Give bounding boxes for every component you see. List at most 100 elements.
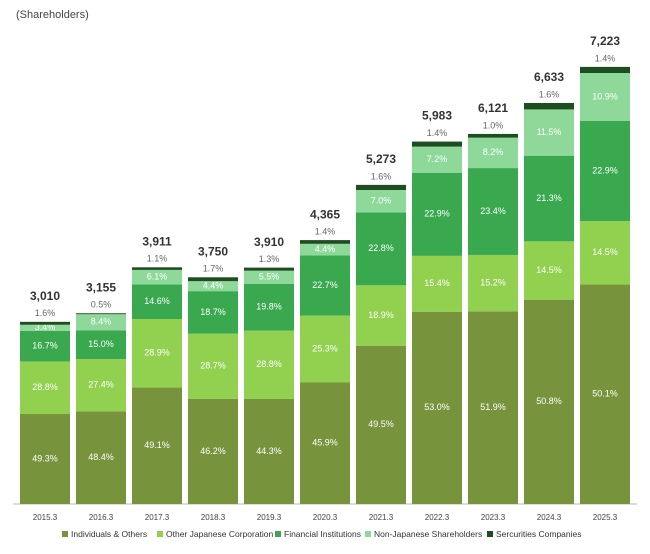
bar-segment (412, 172, 462, 256)
bar-segment (300, 255, 350, 316)
legend-swatch (487, 531, 493, 537)
value-label: 1.1% (147, 254, 168, 264)
bar-segment (580, 120, 630, 222)
bar-segment (356, 184, 406, 191)
value-label: 22.9% (424, 209, 450, 219)
bar-segment (76, 314, 126, 331)
value-label: 5.5% (259, 272, 280, 282)
value-label: 28.9% (144, 348, 170, 358)
legend-label: Non-Japanese Shareholders (374, 529, 482, 539)
value-label: 27.4% (88, 380, 114, 390)
bar-segment (20, 321, 70, 325)
value-label: 7.2% (427, 154, 448, 164)
bar-segment (20, 324, 70, 331)
x-tick-label: 2025.3 (593, 513, 618, 522)
value-label: 49.3% (32, 453, 58, 463)
legend-label: Sercurities Companies (496, 529, 582, 539)
bar-segment (524, 109, 574, 156)
value-label: 1.4% (595, 53, 616, 63)
total-label: 3,155 (86, 280, 116, 294)
bar-segment (20, 361, 70, 415)
value-label: 14.5% (536, 265, 562, 275)
legend-label: Financial Institutions (284, 529, 361, 539)
value-label: 25.3% (312, 343, 338, 353)
bar-segment (132, 284, 182, 320)
value-label: 1.6% (539, 89, 560, 99)
value-label: 11.5% (537, 127, 562, 137)
total-label: 5,983 (422, 109, 452, 123)
value-label: 15.4% (424, 278, 450, 288)
bar-segment (468, 254, 518, 312)
total-label: 3,911 (142, 234, 172, 248)
value-label: 1.3% (259, 254, 280, 264)
value-label: 28.8% (32, 382, 58, 392)
value-label: 49.1% (144, 440, 170, 450)
x-tick-label: 2019.3 (257, 513, 282, 522)
bar-segment (580, 66, 630, 74)
value-label: 50.1% (592, 389, 618, 399)
bar-segment (244, 283, 294, 331)
x-tick-label: 2020.3 (313, 513, 338, 522)
bar-segment (244, 270, 294, 284)
bar-segment (188, 291, 238, 334)
value-label: 8.4% (91, 317, 112, 327)
value-label: 18.9% (368, 310, 394, 320)
legend-label: Other Japanese Corporation (166, 529, 274, 539)
bar-segment (76, 411, 126, 504)
value-label: 22.9% (592, 165, 618, 175)
value-label: 14.5% (592, 247, 618, 257)
bar-segment (468, 311, 518, 504)
legend-swatch (275, 531, 281, 537)
value-label: 10.9% (592, 91, 618, 101)
value-label: 45.9% (312, 438, 338, 448)
bar-segment (20, 330, 70, 362)
bar-segment (20, 414, 70, 504)
value-label: 0.5% (91, 300, 112, 310)
total-label: 7,223 (590, 34, 620, 48)
total-label: 6,633 (534, 70, 564, 84)
bar-segment (580, 221, 630, 285)
total-label: 3,910 (254, 235, 284, 249)
value-label: 22.8% (368, 243, 394, 253)
value-label: 22.7% (312, 280, 338, 290)
value-label: 6.1% (147, 272, 168, 282)
legend-swatch (62, 531, 68, 537)
bar-segment (300, 315, 350, 383)
x-tick-label: 2016.3 (89, 513, 114, 522)
bar-segment (356, 345, 406, 504)
bar-segment (356, 190, 406, 213)
bar-segment (524, 102, 574, 110)
value-label: 21.3% (536, 193, 562, 203)
value-label: 46.2% (200, 446, 226, 456)
value-label: 1.7% (203, 264, 224, 274)
value-label: 51.9% (480, 402, 506, 412)
bar-segment (244, 398, 294, 504)
bar-segment (188, 333, 238, 399)
bar-segment (524, 155, 574, 242)
bar-segment (356, 285, 406, 346)
bar-segment (132, 269, 182, 285)
value-label: 3.4% (35, 322, 56, 332)
bar-segment (580, 284, 630, 504)
bar-segment (468, 137, 518, 169)
bar-segment (76, 358, 126, 412)
bar-segment (412, 311, 462, 504)
total-label: 4,365 (310, 207, 340, 221)
bar-segment (412, 146, 462, 173)
bar-segment (412, 255, 462, 312)
x-tick-label: 2018.3 (201, 513, 226, 522)
bar-segment (524, 299, 574, 504)
bar-segment (188, 277, 238, 282)
bar-segment (524, 241, 574, 300)
value-label: 1.6% (35, 308, 56, 318)
bar-segment (132, 267, 182, 270)
bar-segment (580, 73, 630, 121)
legend-swatch (365, 531, 371, 537)
value-label: 50.8% (536, 396, 562, 406)
value-label: 16.7% (32, 341, 58, 351)
chart-title: (Shareholders) (16, 9, 89, 21)
value-label: 4.4% (203, 281, 224, 291)
total-label: 3,750 (198, 244, 228, 258)
